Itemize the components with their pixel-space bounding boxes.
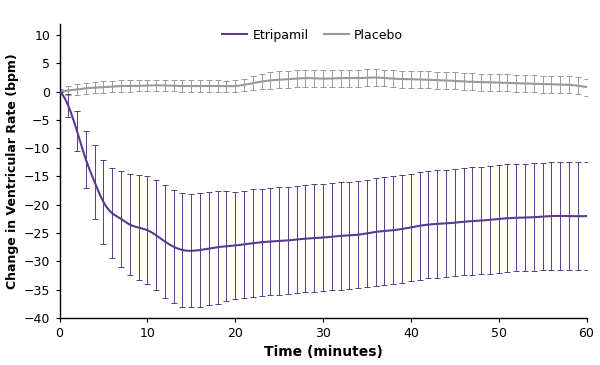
Placebo [502,81,509,85]
Placebo [56,89,63,94]
Placebo [380,76,388,80]
Etripamil [370,230,377,234]
Etripamil [502,216,509,220]
Placebo [371,75,379,80]
Placebo [583,85,590,89]
Y-axis label: Change in Ventricular Rate (bpm): Change in Ventricular Rate (bpm) [5,53,19,289]
Etripamil [535,215,542,219]
Placebo [535,82,542,86]
Etripamil [371,230,379,234]
Etripamil [56,89,63,94]
Placebo [58,89,65,93]
Etripamil [187,249,194,253]
Line: Placebo: Placebo [59,77,587,92]
Placebo [370,75,377,80]
Etripamil [380,229,388,233]
X-axis label: Time (minutes): Time (minutes) [263,345,382,360]
Placebo [368,75,375,80]
Etripamil [583,214,590,218]
Etripamil [58,91,65,95]
Line: Etripamil: Etripamil [59,92,587,251]
Legend: Etripamil, Placebo: Etripamil, Placebo [217,24,407,47]
